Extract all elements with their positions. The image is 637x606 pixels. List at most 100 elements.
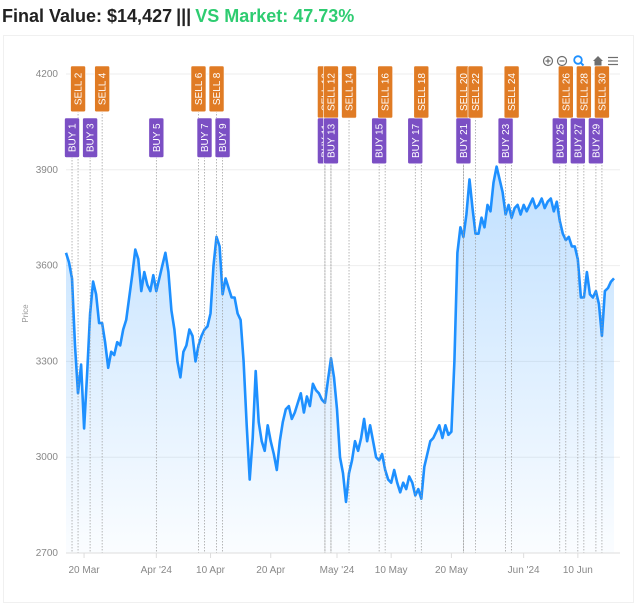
buy-marker: BUY 1 [64, 117, 80, 158]
price-area [66, 166, 614, 553]
marker-label: BUY 17 [411, 123, 422, 158]
chart-card: 2700 3000 3300 3600 3900 4200 Price 20 Mar Apr … [4, 36, 633, 602]
marker-box [341, 65, 357, 119]
sell-marker: SELL 14 [341, 65, 357, 119]
marker-label: SELL 28 [579, 73, 590, 111]
sell-marker: SELL 18 [413, 65, 430, 119]
marker-label: SELL 8 [212, 72, 223, 105]
x-tick-label: 20 Apr [256, 565, 286, 576]
marker-label: BUY 23 [501, 123, 512, 158]
y-tick-label: 4200 [36, 69, 59, 80]
menu-icon[interactable] [608, 56, 618, 66]
sell-marker: SELL 30 [594, 65, 610, 119]
x-tick-label: 20 Mar [69, 565, 101, 576]
buy-marker: BUY 17 [407, 117, 424, 165]
sell-marker: SELL 4 [94, 65, 110, 113]
marker-label: SELL 14 [345, 73, 356, 111]
marker-label: BUY 5 [152, 123, 163, 152]
y-tick-label: 3600 [36, 261, 59, 272]
x-tick-label: Apr '24 [141, 565, 173, 576]
header-separator: ||| [176, 6, 192, 26]
marker-label: SELL 4 [98, 72, 109, 105]
marker-box [196, 117, 213, 158]
chart-toolbar[interactable] [542, 55, 619, 67]
marker-label: SELL 30 [597, 73, 608, 111]
marker-label: BUY 3 [86, 123, 97, 152]
marker-box [70, 65, 86, 113]
marker-label: BUY 25 [555, 123, 566, 158]
x-tick-label: May '24 [320, 565, 355, 576]
buy-marker: BUY 27 [570, 117, 586, 165]
sell-marker: SELL 24 [503, 65, 520, 119]
buy-marker: BUY 5 [148, 117, 165, 158]
y-tick-label: 3300 [36, 356, 59, 367]
marker-label: BUY 13 [326, 123, 337, 158]
home-icon[interactable] [593, 56, 603, 66]
marker-label: BUY 27 [573, 123, 584, 158]
sell-marker: SELL 26 [558, 65, 574, 119]
marker-label: SELL 20 [459, 73, 470, 111]
magnify-icon[interactable] [573, 55, 585, 67]
zoom-in-icon[interactable] [542, 55, 554, 67]
marker-box [377, 65, 393, 119]
y-tick-label: 2700 [36, 548, 59, 559]
marker-label: SELL 6 [194, 72, 205, 105]
y-tick-label: 3000 [36, 452, 59, 463]
marker-label: SELL 22 [471, 73, 482, 111]
buy-marker: BUY 9 [214, 117, 231, 158]
area-layer [64, 165, 615, 553]
zoom-out-icon[interactable] [556, 55, 568, 67]
marker-box [467, 65, 484, 119]
y-tick-label: 3900 [36, 165, 59, 176]
x-tick-label: 10 May [375, 565, 408, 576]
sell-marker: SELL 12 [323, 65, 339, 119]
y-axis-title: Price [21, 304, 30, 323]
y-axis: 2700 3000 3300 3600 3900 4200 Price [21, 69, 58, 559]
marker-box [558, 65, 574, 119]
marker-label: BUY 1 [68, 123, 79, 152]
sell-marker: SELL 8 [208, 65, 225, 113]
marker-box [190, 65, 207, 113]
marker-label: SELL 26 [561, 73, 572, 111]
buy-marker: BUY 13 [323, 117, 339, 165]
x-tick-label: Jun '24 [508, 565, 540, 576]
price-line [64, 165, 615, 504]
marker-box [323, 117, 339, 165]
sell-marker: SELL 16 [377, 65, 393, 119]
price-chart[interactable]: 2700 3000 3300 3600 3900 4200 Price 20 Mar Apr … [4, 36, 633, 602]
vs-market-label: VS Market: 47.73% [195, 6, 355, 26]
marker-label: BUY 29 [591, 123, 602, 158]
marker-label: BUY 7 [200, 123, 211, 152]
marker-box [594, 65, 610, 119]
sell-marker: SELL 22 [467, 65, 484, 119]
marker-label: BUY 15 [375, 123, 386, 158]
buy-marker: BUY 21 [455, 117, 472, 165]
x-tick-label: 10 Apr [196, 565, 226, 576]
marker-label: BUY 21 [459, 123, 470, 158]
buy-marker: BUY 7 [196, 117, 213, 158]
marker-label: SELL 24 [507, 73, 518, 111]
buy-marker: BUY 3 [82, 117, 98, 158]
marker-box [94, 65, 110, 113]
buy-marker: BUY 29 [588, 117, 604, 165]
x-axis: 20 Mar Apr '24 10 Apr 20 Apr May '24 10 May 20… [66, 552, 620, 576]
buy-marker: BUY 23 [497, 117, 514, 165]
buy-marker: BUY 15 [371, 117, 387, 165]
signal-markers: BUY 1 SELL 2 BUY 3 SELL 4 BUY 5 SELL 6 BUY 7 SE… [64, 65, 610, 165]
x-tick-label: 20 May [435, 565, 468, 576]
marker-box [64, 117, 80, 158]
sell-marker: SELL 6 [190, 65, 207, 113]
buy-marker: BUY 25 [551, 117, 568, 165]
x-tick-label: 10 Jun [563, 565, 593, 576]
marker-box [413, 65, 430, 119]
marker-box [208, 65, 225, 113]
marker-box [576, 65, 592, 119]
marker-label: SELL 18 [417, 73, 428, 111]
final-value-label: Final Value: $14,427 [2, 6, 173, 26]
marker-label: SELL 12 [326, 73, 337, 111]
marker-box [82, 117, 98, 158]
sell-marker: SELL 28 [576, 65, 592, 119]
marker-label: SELL 16 [381, 73, 392, 111]
marker-box [148, 117, 165, 158]
marker-label: SELL 2 [74, 72, 85, 105]
